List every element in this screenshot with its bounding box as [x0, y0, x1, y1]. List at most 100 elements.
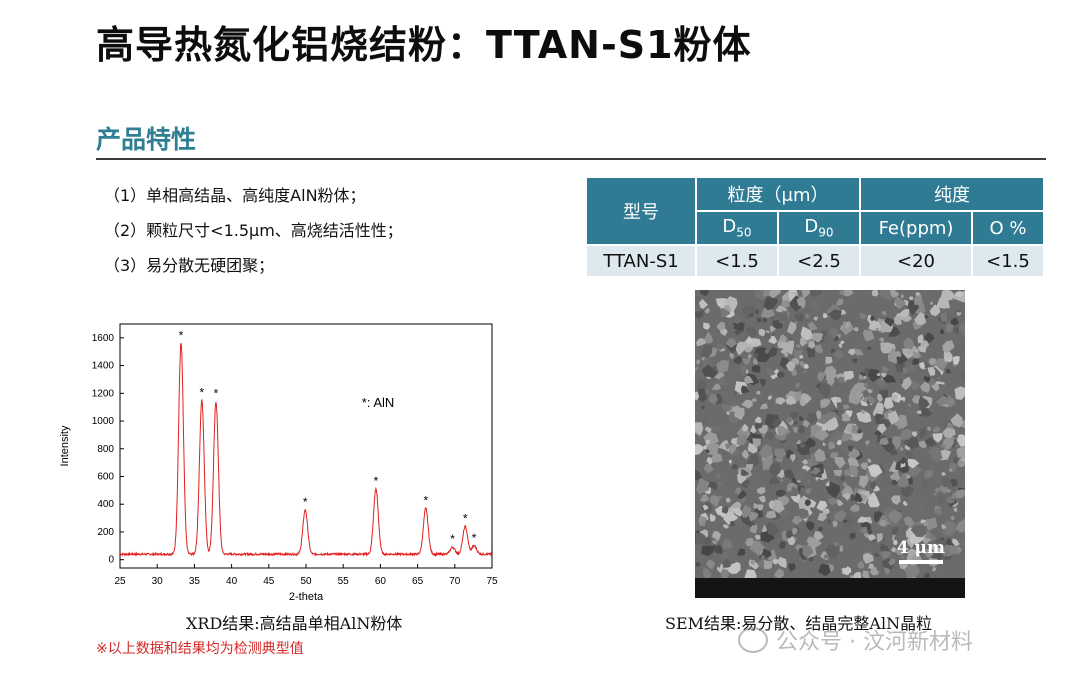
sem-grain: [858, 374, 864, 381]
sem-grain: [914, 312, 927, 326]
cell-fe: <20: [859, 244, 973, 278]
sem-grain: [923, 332, 935, 344]
sem-grain: [701, 545, 716, 557]
sem-grain: [884, 567, 890, 576]
sem-grain: [699, 494, 710, 503]
sem-grain: [697, 378, 707, 390]
sem-grain: [942, 427, 956, 439]
y-tick-label: 1200: [92, 388, 115, 399]
sem-grain: [956, 446, 965, 458]
sem-grain: [795, 382, 800, 389]
sem-grain: [724, 304, 731, 313]
sem-grain: [900, 294, 904, 299]
sem-grain: [882, 374, 897, 383]
sem-grain: [736, 392, 741, 396]
sem-grain: [957, 459, 965, 468]
sem-grain: [705, 389, 710, 395]
sem-grain: [892, 393, 899, 402]
sem-grain: [806, 479, 813, 484]
sem-grain: [758, 443, 773, 460]
sem-grain: [729, 520, 736, 527]
sem-grain: [764, 432, 775, 441]
sem-grain: [842, 481, 847, 488]
sem-grain: [892, 526, 899, 535]
sem-grain: [799, 360, 806, 368]
sem-grain: [961, 371, 965, 380]
sem-grain: [763, 559, 773, 570]
sem-grain: [891, 479, 898, 486]
sem-grain: [835, 298, 844, 306]
sem-grain: [917, 550, 922, 556]
sem-grain: [777, 425, 789, 436]
sem-grain: [882, 365, 889, 373]
sem-grain: [762, 318, 768, 323]
sem-grain: [941, 524, 946, 529]
sem-grain: [723, 524, 729, 529]
sem-grain: [865, 440, 870, 445]
sem-grain: [822, 442, 826, 446]
sem-grain: [955, 489, 965, 499]
sem-grain: [805, 488, 812, 495]
sem-grain: [818, 382, 831, 399]
sem-grain: [722, 538, 733, 550]
sem-grain: [928, 358, 937, 366]
sem-grain: [944, 356, 953, 363]
sem-grain: [793, 313, 804, 322]
sem-grain: [785, 395, 797, 405]
sem-scale-bar: 4 μm: [897, 538, 945, 564]
cell-oxygen: <1.5: [971, 244, 1045, 278]
sem-grain: [928, 378, 937, 386]
sem-grain: [785, 416, 792, 423]
sem-grain: [864, 368, 870, 374]
sem-grain: [699, 290, 710, 297]
sem-grain: [912, 351, 922, 359]
sem-grain: [841, 485, 855, 497]
sem-grain: [790, 486, 800, 497]
sem-grain: [768, 395, 772, 400]
sem-grain: [916, 410, 922, 415]
sem-grain: [714, 360, 729, 374]
sem-grain: [840, 476, 845, 482]
sem-grain: [847, 455, 860, 467]
sem-grain: [702, 567, 712, 580]
sem-grain: [926, 363, 930, 368]
sem-grain: [796, 439, 802, 445]
sem-grain: [945, 496, 955, 504]
sem-grain: [790, 411, 799, 420]
sem-grain: [860, 462, 869, 471]
peak-marker: *: [374, 474, 379, 488]
sem-grain: [835, 540, 841, 547]
sem-grain: [878, 337, 885, 343]
sem-grain: [700, 344, 713, 359]
sem-grain: [912, 358, 920, 365]
sem-grain: [866, 394, 876, 405]
sem-grain: [721, 403, 733, 412]
sem-grain: [716, 321, 726, 331]
sem-grain: [904, 450, 913, 459]
sem-grain: [945, 368, 951, 374]
sem-grain: [805, 346, 816, 358]
sem-grain: [950, 413, 963, 428]
sem-grain: [705, 443, 720, 457]
sem-grain: [754, 422, 763, 431]
sem-grain: [940, 312, 948, 322]
sem-grain: [829, 326, 838, 339]
sem-grain: [892, 540, 898, 545]
spec-table: 型号 粒度（μm） 纯度 D50 D90 Fe(ppm) O % TTAN-S1…: [585, 176, 1045, 278]
sem-grain: [799, 416, 804, 421]
sem-grain: [787, 536, 796, 546]
sem-grain: [801, 392, 812, 404]
sem-grain: [847, 445, 854, 452]
sem-grain: [860, 312, 868, 320]
sem-grain: [918, 395, 930, 411]
sem-grain: [836, 402, 844, 409]
sem-grain: [751, 365, 761, 373]
sem-grain: [708, 393, 718, 405]
sem-grain: [718, 481, 724, 487]
sem-grain: [923, 572, 930, 580]
sem-grain: [805, 520, 815, 531]
sem-grain: [874, 327, 879, 331]
sem-grain: [728, 399, 739, 408]
sem-grain: [900, 555, 905, 560]
sem-grain: [902, 348, 915, 359]
